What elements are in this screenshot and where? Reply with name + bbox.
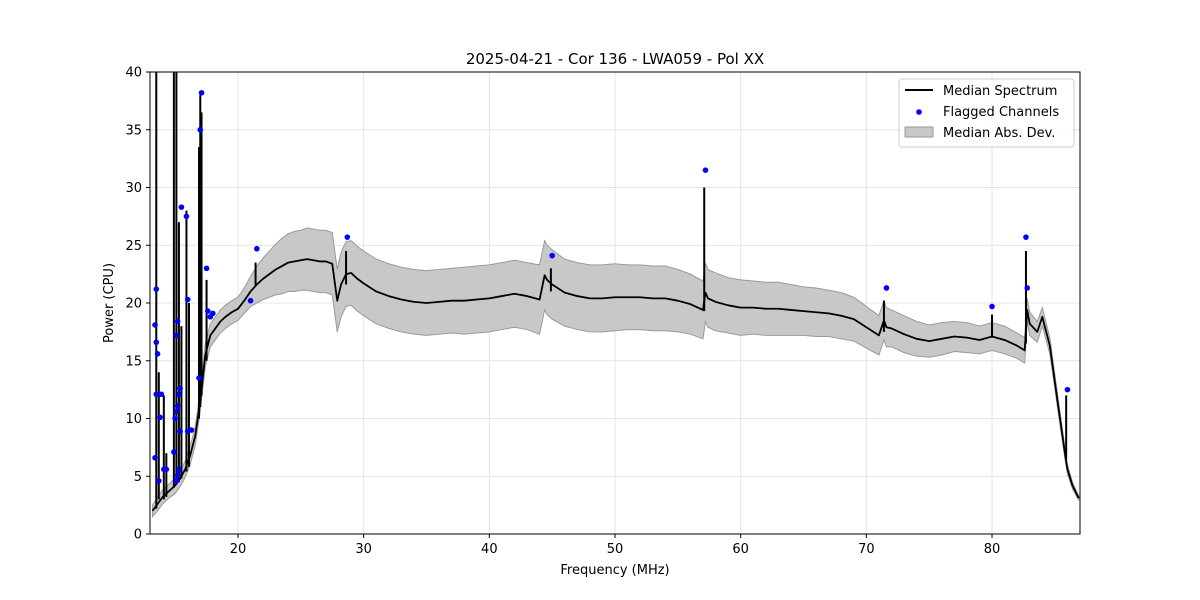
x-tick-label: 80 — [984, 542, 1001, 557]
flagged-channel-point — [173, 408, 180, 415]
flagged-channel-point — [163, 466, 170, 473]
flagged-channel-point — [344, 234, 351, 240]
flagged-channel-point — [171, 449, 177, 455]
legend-mad-label: Median Abs. Dev. — [943, 126, 1055, 141]
flagged-channel-point — [155, 478, 162, 484]
y-tick-label: 25 — [125, 239, 142, 254]
flagged-channel-point — [158, 391, 165, 398]
median-spectrum — [151, 258, 1080, 512]
flagged-channel-point — [254, 245, 260, 252]
mad-band — [152, 227, 1080, 519]
flagged-channel-point — [1024, 285, 1031, 291]
flagged-channel-point — [883, 285, 890, 291]
flagged-channel-point — [176, 391, 182, 398]
y-tick-label: 20 — [125, 297, 142, 312]
flagged-channel-point — [176, 466, 182, 473]
y-tick-label: 30 — [125, 181, 142, 196]
flagged-channel-point — [203, 265, 210, 272]
flagged-channel-point — [702, 167, 709, 173]
y-axis: 0 5 10 15 20 25 30 35 40 — [125, 66, 150, 543]
flagged-channel-point — [196, 375, 202, 381]
y-tick-label: 5 — [134, 470, 142, 485]
flagged-channel-point — [153, 339, 160, 346]
flagged-channel-point — [174, 318, 181, 325]
flagged-channel-point — [152, 322, 158, 328]
flagged-channel-point — [210, 310, 216, 317]
y-tick-label: 0 — [134, 528, 142, 543]
x-axis: 20 30 40 50 60 70 80 — [230, 534, 1001, 557]
flagged-channel-point — [152, 454, 158, 461]
flagged-channel-point — [172, 415, 178, 422]
flagged-channel-point — [197, 126, 204, 133]
flagged-channel-point — [205, 308, 211, 314]
legend-band-swatch — [904, 126, 934, 138]
legend-marker-swatch — [916, 109, 922, 115]
chart-title: 2025-04-21 - Cor 136 - LWA059 - Pol XX — [466, 50, 764, 68]
x-tick-label: 40 — [481, 542, 498, 557]
x-tick-label: 50 — [607, 542, 624, 557]
legend-median-label: Median Spectrum — [943, 84, 1057, 99]
flagged-channel-point — [177, 428, 183, 435]
flagged-channel-point — [153, 286, 160, 292]
y-tick-label: 10 — [125, 412, 142, 427]
y-tick-label: 40 — [125, 66, 142, 81]
flagged-channel-point — [549, 252, 555, 259]
legend-flagged-label: Flagged Channels — [943, 105, 1059, 120]
flagged-channel-point — [188, 427, 195, 433]
flagged-channel-markers — [152, 89, 1071, 484]
x-tick-label: 60 — [732, 542, 749, 557]
y-tick-label: 15 — [125, 354, 142, 369]
flagged-channel-point — [198, 89, 205, 96]
y-tick-label: 35 — [125, 123, 142, 138]
flagged-channel-point — [174, 472, 181, 478]
flagged-channel-point — [989, 303, 995, 310]
median-spectrum-line — [151, 258, 1080, 512]
x-axis-title: Frequency (MHz) — [560, 563, 669, 578]
y-axis-title: Power (CPU) — [102, 263, 117, 343]
legend: Median Spectrum Flagged Channels Median … — [898, 78, 1075, 148]
legend-box — [898, 78, 1075, 148]
flagged-channel-point — [1023, 234, 1029, 240]
flagged-channel-point — [1064, 386, 1071, 393]
flagged-channel-point — [157, 414, 163, 421]
x-tick-label: 20 — [230, 542, 247, 557]
x-tick-label: 30 — [355, 542, 372, 557]
flagged-channel-point — [247, 297, 254, 304]
flagged-channel-point — [174, 402, 181, 409]
flagged-channel-point — [154, 351, 161, 357]
flagged-channel-point — [153, 391, 160, 398]
flagged-channel-point — [177, 385, 183, 392]
flagged-channel-point — [178, 204, 185, 210]
flagged-channel-point — [173, 332, 180, 339]
x-tick-label: 70 — [858, 542, 875, 557]
flagged-channel-point — [173, 478, 180, 484]
flagged-channel-point — [184, 296, 191, 303]
flagged-channel-point — [183, 213, 190, 220]
mad-band-area — [152, 227, 1080, 519]
